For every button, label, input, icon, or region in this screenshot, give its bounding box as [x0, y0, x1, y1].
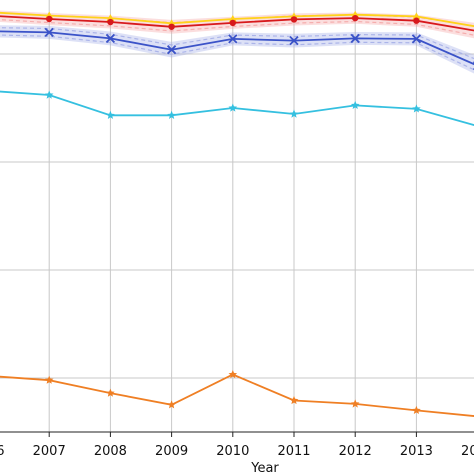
data-point [106, 14, 115, 22]
data-point [44, 27, 54, 38]
data-point [352, 14, 359, 22]
data-point [166, 45, 177, 55]
data-point [350, 100, 360, 109]
data-point [44, 90, 54, 99]
x-tick-label: 2009 [155, 444, 188, 459]
x-tick-label: 2011 [277, 444, 310, 459]
data-point [228, 34, 238, 44]
data-series [0, 10, 474, 417]
data-point [107, 18, 114, 26]
data-point [289, 35, 299, 46]
band-trace [0, 27, 474, 60]
data-point [229, 19, 236, 27]
data-point [105, 33, 116, 44]
data-point [167, 110, 176, 119]
x-axis-label: Year [250, 461, 279, 474]
data-point [411, 34, 422, 44]
x-tick-label: 2006 [0, 444, 5, 459]
data-point [228, 15, 237, 23]
data-point [228, 370, 238, 379]
data-point [228, 103, 238, 112]
x-tick-label: 2013 [400, 444, 433, 459]
x-ticks: 2006 2007 2008 2009 2010 2011 2012 2013 2014 [0, 432, 474, 459]
data-point [106, 110, 115, 119]
grid-lines [0, 0, 474, 432]
data-point [289, 396, 299, 405]
data-point [350, 33, 360, 44]
data-point [290, 16, 298, 23]
data-point [413, 17, 420, 24]
x-tick-label: 2007 [33, 444, 66, 459]
data-point [289, 109, 299, 118]
x-tick-label: 2014 [461, 444, 474, 459]
data-point [350, 399, 360, 408]
data-point [168, 23, 175, 30]
data-point [167, 400, 176, 409]
band-trace [0, 34, 474, 71]
data-point [412, 104, 421, 113]
x-tick-label: 2012 [339, 444, 372, 459]
data-point [44, 375, 54, 384]
data-point [412, 12, 421, 20]
x-tick-label: 2008 [94, 444, 127, 459]
x-tick-label: 2010 [216, 444, 249, 459]
data-point [106, 388, 115, 397]
data-point [412, 405, 421, 414]
band-trace [0, 19, 474, 36]
data-point [46, 15, 53, 23]
